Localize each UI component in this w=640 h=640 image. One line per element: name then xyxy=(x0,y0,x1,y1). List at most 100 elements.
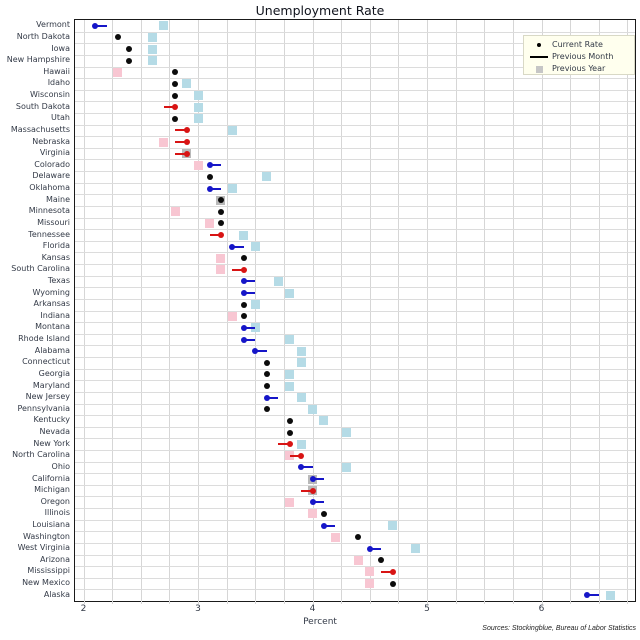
y-axis-state-label: Missouri xyxy=(37,217,70,227)
y-axis-state-label: Alabama xyxy=(34,345,70,355)
previous-year-square xyxy=(365,567,375,577)
current-rate-dot xyxy=(263,383,270,389)
previous-year-square xyxy=(411,544,421,554)
y-axis-state-label: Nebraska xyxy=(32,136,70,146)
previous-year-square xyxy=(262,172,272,182)
gridline-horizontal xyxy=(75,357,635,358)
gridline-horizontal xyxy=(75,66,635,68)
gridline-horizontal xyxy=(75,542,635,544)
previous-month-line xyxy=(175,152,187,155)
current-rate-dot xyxy=(240,324,247,331)
legend-item-current: Current Rate xyxy=(524,39,634,51)
y-axis-state-label: Montana xyxy=(35,322,70,332)
previous-year-square xyxy=(182,79,191,89)
current-rate-dot xyxy=(263,359,270,366)
gridline-vertical xyxy=(112,20,114,604)
current-rate-dot xyxy=(252,348,259,355)
previous-year-square xyxy=(296,358,306,368)
current-rate-dot xyxy=(172,69,179,76)
y-axis-state-label: Utah xyxy=(51,113,70,123)
gridline-vertical xyxy=(484,20,486,604)
previous-year-square xyxy=(170,207,180,217)
legend: Current Rate Previous Month Previous Yea… xyxy=(523,35,635,75)
current-rate-dot xyxy=(298,464,304,471)
previous-month-line xyxy=(255,350,267,353)
current-rate-dot xyxy=(92,22,98,29)
previous-month-line xyxy=(587,594,599,597)
y-axis-state-label: Texas xyxy=(47,275,70,285)
gridline-horizontal xyxy=(75,415,635,417)
previous-year-square xyxy=(285,288,295,298)
current-rate-dot xyxy=(206,162,213,169)
previous-year-square xyxy=(285,497,295,507)
y-axis-state-label: West Virginia xyxy=(17,543,70,553)
previous-month-line xyxy=(278,443,290,446)
y-axis-state-label: Oregon xyxy=(40,496,70,506)
previous-year-square xyxy=(193,91,203,100)
current-rate-dot xyxy=(114,34,121,41)
gridline-horizontal xyxy=(75,124,635,126)
current-rate-dot xyxy=(320,522,327,529)
y-axis-state-label: Delaware xyxy=(32,171,70,181)
y-axis-state-label: Florida xyxy=(42,241,70,251)
gridline-horizontal xyxy=(75,461,635,463)
y-axis-state-label: North Carolina xyxy=(12,450,70,460)
gridline-horizontal xyxy=(75,577,635,579)
gridline-horizontal xyxy=(75,531,635,533)
gridline-horizontal xyxy=(75,159,635,161)
y-axis-state-label: Pennsylvania xyxy=(17,403,70,413)
previous-month-line xyxy=(232,245,244,248)
gridline-horizontal xyxy=(75,333,635,335)
previous-year-square xyxy=(227,184,237,193)
current-rate-dot xyxy=(240,313,247,320)
gridline-horizontal xyxy=(75,264,635,265)
previous-year-square xyxy=(193,102,203,112)
gridline-vertical xyxy=(341,20,343,604)
gridline-horizontal xyxy=(75,217,635,219)
previous-month-line xyxy=(266,396,279,399)
plot-area: Current Rate Previous Month Previous Yea… xyxy=(74,19,636,604)
current-rate-dot xyxy=(389,568,396,575)
y-axis-state-label: Vermont xyxy=(36,20,70,30)
previous-month-line xyxy=(369,547,382,550)
current-rate-dot xyxy=(126,57,133,64)
y-axis-state-label: Louisiana xyxy=(32,520,70,529)
current-rate-dot xyxy=(366,545,373,552)
y-axis-state-label: North Dakota xyxy=(16,31,70,41)
gridline-horizontal xyxy=(75,310,635,312)
previous-year-square xyxy=(250,242,260,252)
y-axis-state-label: Wyoming xyxy=(32,287,70,297)
previous-year-square xyxy=(308,404,317,414)
y-axis-state-label: New Mexico xyxy=(22,578,70,588)
y-axis-state-label: Idaho xyxy=(47,78,70,88)
current-rate-dot xyxy=(378,557,385,564)
previous-year-square xyxy=(159,21,169,31)
gridline-horizontal xyxy=(75,147,635,149)
gridline-vertical xyxy=(226,20,228,604)
y-axis-state-label: Arkansas xyxy=(33,299,70,309)
gridline-vertical xyxy=(369,20,371,604)
y-axis-state-label: California xyxy=(32,473,70,483)
x-axis-tick-label: 2 xyxy=(80,604,87,614)
y-axis-state-label: Massachusetts xyxy=(10,124,70,134)
y-axis-state-label: New Jersey xyxy=(25,392,70,402)
previous-year-square xyxy=(147,32,157,42)
gridline-horizontal xyxy=(75,31,635,33)
previous-year-square xyxy=(285,369,295,379)
y-axis-state-label: Michigan xyxy=(34,485,70,495)
gridline-vertical xyxy=(283,20,285,604)
current-rate-dot xyxy=(309,487,316,494)
current-rate-dot xyxy=(298,452,304,459)
gridline-horizontal xyxy=(75,89,635,91)
current-rate-dot xyxy=(240,278,247,285)
current-rate-dot xyxy=(217,208,224,215)
source-note: Sources: Stockingblue, Bureau of Labor S… xyxy=(482,625,636,632)
gridline-horizontal xyxy=(75,136,635,138)
current-rate-dot xyxy=(206,185,213,192)
gridline-vertical xyxy=(598,20,600,604)
previous-year-square xyxy=(296,393,306,403)
current-rate-dot xyxy=(172,80,179,87)
x-axis-tick-label: 5 xyxy=(424,604,430,614)
current-rate-dot xyxy=(217,232,224,238)
y-axis-state-label: Illinois xyxy=(44,508,70,518)
